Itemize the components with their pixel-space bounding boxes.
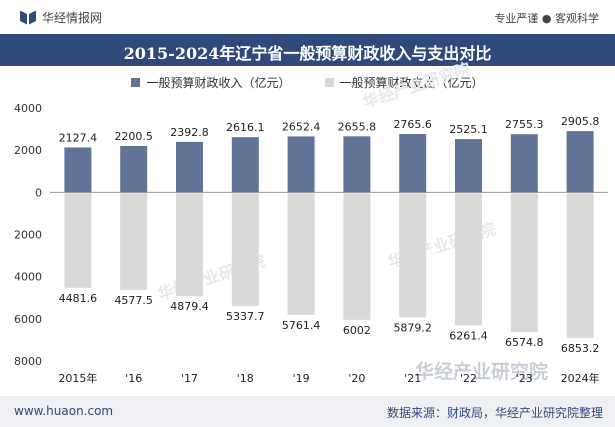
data-label-revenue: 2652.4	[282, 120, 321, 133]
watermark-text: 华经产业研究院	[415, 360, 548, 383]
x-tick-label: '21	[404, 372, 421, 385]
footer-source: 数据来源：财政局，华经产业研究院整理	[386, 406, 603, 420]
data-label-revenue: 2765.6	[393, 118, 432, 131]
y-tick-label: 4000	[14, 102, 42, 115]
bar-revenue	[231, 137, 259, 193]
data-label-revenue: 2392.8	[170, 126, 209, 139]
bar-revenue	[510, 134, 538, 193]
chart-canvas: 华经产业研究院华经产业研究院华经产业研究院华经产业研究院400020000200…	[14, 59, 608, 385]
x-tick-label: '16	[125, 372, 142, 385]
bar-expenditure	[287, 193, 315, 315]
bar-revenue	[64, 147, 92, 193]
legend-item-expenditure: 一般预算财政支出（亿元）	[324, 74, 484, 91]
y-tick-label: 0	[35, 186, 42, 199]
tagline: 专业严谨 ● 客观科学	[494, 12, 599, 25]
bar-revenue	[287, 136, 315, 193]
title-bar: 2015-2024年辽宁省一般预算财政收入与支出对比	[0, 34, 615, 66]
x-tick-label: '18	[237, 372, 254, 385]
y-tick-label: 6000	[14, 313, 42, 326]
x-tick-label: '17	[181, 372, 198, 385]
y-tick-label: 2000	[14, 144, 42, 157]
brand[interactable]: 华经情报网	[20, 9, 102, 26]
data-label-revenue: 2616.1	[226, 121, 265, 134]
legend-label-revenue: 一般预算财政收入（亿元）	[146, 76, 291, 90]
x-tick-label: 2024年	[561, 371, 600, 385]
bar-revenue	[399, 134, 427, 193]
y-tick-label: 8000	[14, 355, 42, 368]
footer: www.huaon.com 数据来源：财政局，华经产业研究院整理	[0, 396, 615, 427]
data-label-expenditure: 4577.5	[114, 294, 153, 307]
data-label-revenue: 2127.4	[59, 131, 98, 144]
data-label-expenditure: 5337.7	[226, 310, 265, 323]
y-tick-label: 4000	[14, 271, 42, 284]
data-label-expenditure: 6574.8	[505, 336, 544, 349]
data-label-expenditure: 5879.2	[393, 321, 432, 334]
bar-expenditure	[399, 193, 427, 318]
x-tick-label: '22	[460, 372, 477, 385]
data-label-revenue: 2200.5	[114, 130, 153, 143]
bar-revenue	[176, 141, 203, 193]
bar-revenue	[120, 145, 148, 193]
x-tick-label: '19	[293, 372, 310, 385]
top-bar: 华经情报网 专业严谨 ● 客观科学	[0, 0, 615, 34]
bar-expenditure	[510, 193, 538, 332]
bar-revenue	[455, 139, 482, 193]
brand-logo-icon	[20, 10, 36, 25]
data-label-revenue: 2755.3	[505, 118, 544, 131]
data-label-expenditure: 4879.4	[170, 300, 209, 313]
legend-swatch-expenditure	[324, 78, 334, 87]
data-label-revenue: 2525.1	[449, 123, 488, 136]
bar-expenditure	[455, 193, 482, 326]
chart-title: 2015-2024年辽宁省一般预算财政收入与支出对比	[123, 44, 492, 63]
bar-expenditure	[120, 193, 148, 290]
bar-revenue	[343, 136, 371, 193]
data-label-expenditure: 5761.4	[282, 319, 321, 332]
bar-expenditure	[64, 193, 92, 288]
bar-expenditure	[343, 193, 371, 320]
x-tick-label: '20	[348, 372, 365, 385]
y-tick-label: 2000	[14, 229, 42, 242]
chart-legend: 一般预算财政收入（亿元） 一般预算财政支出（亿元）	[0, 74, 615, 91]
x-tick-label: '23	[516, 372, 533, 385]
watermark-text: 华经产业研究院	[360, 59, 472, 112]
legend-label-expenditure: 一般预算财政支出（亿元）	[339, 76, 484, 90]
brand-name: 华经情报网	[42, 11, 103, 25]
data-label-expenditure: 4481.6	[59, 292, 98, 305]
bar-expenditure	[231, 193, 259, 306]
data-label-revenue: 2905.8	[561, 115, 600, 128]
data-label-expenditure: 6002	[343, 324, 371, 337]
legend-swatch-revenue	[131, 78, 141, 87]
legend-item-revenue: 一般预算财政收入（亿元）	[131, 74, 291, 91]
bar-expenditure	[176, 193, 203, 297]
footer-website[interactable]: www.huaon.com	[14, 404, 114, 418]
bar-revenue	[566, 131, 594, 193]
x-tick-label: 2015年	[58, 371, 97, 385]
data-label-expenditure: 6261.4	[449, 329, 488, 342]
bar-expenditure	[566, 193, 594, 338]
data-label-revenue: 2655.8	[338, 120, 377, 133]
data-label-expenditure: 6853.2	[561, 342, 600, 355]
